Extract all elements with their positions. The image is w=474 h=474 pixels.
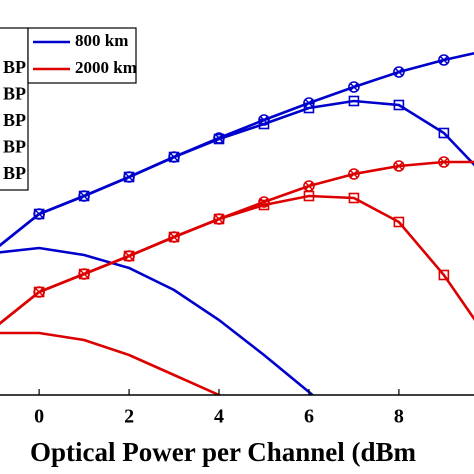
series-line	[0, 160, 474, 325]
marker-cross	[349, 83, 358, 91]
marker-circle	[393, 160, 405, 172]
marker	[303, 190, 315, 202]
marker-cross	[304, 182, 313, 190]
marker	[258, 118, 270, 130]
x-tick-label: 0	[34, 406, 44, 428]
marker	[438, 269, 450, 281]
marker-cross	[439, 56, 448, 64]
marker	[123, 171, 135, 183]
legend-label: 2000 km	[75, 58, 137, 77]
marker	[393, 66, 405, 78]
x-axis-label: Optical Power per Channel (dBm	[30, 437, 417, 467]
marker-cross	[439, 158, 448, 166]
marker	[348, 81, 360, 93]
legend-box	[27, 27, 137, 84]
legend-label: BP	[3, 84, 26, 104]
marker	[213, 133, 225, 145]
marker	[438, 127, 450, 139]
marker	[78, 190, 90, 202]
x-tick-label: 6	[304, 406, 314, 428]
marker	[303, 102, 315, 114]
marker	[123, 250, 135, 262]
marker	[438, 156, 450, 168]
marker-circle	[393, 66, 405, 78]
plot-area	[0, 51, 474, 395]
marker	[168, 151, 180, 163]
x-tick-label: 4	[214, 406, 224, 428]
marker	[168, 231, 180, 243]
marker-cross	[394, 68, 403, 76]
marker	[393, 216, 405, 228]
series-line	[0, 194, 474, 325]
marker	[348, 168, 360, 180]
marker-cross	[349, 170, 358, 178]
marker-cross	[394, 162, 403, 170]
marker	[393, 160, 405, 172]
legend-label: 800 km	[75, 31, 128, 50]
marker	[438, 54, 450, 66]
legend-label: BP	[3, 57, 26, 77]
marker	[33, 286, 45, 298]
marker	[393, 99, 405, 111]
marker-circle	[348, 81, 360, 93]
x-tick-label: 8	[394, 406, 404, 428]
marker-circle	[348, 168, 360, 180]
marker	[348, 95, 360, 107]
marker	[348, 192, 360, 204]
legend-label: BP	[3, 110, 26, 130]
legend-label: BP	[3, 163, 26, 183]
marker	[78, 268, 90, 280]
marker	[33, 208, 45, 220]
legend-box	[0, 27, 29, 191]
series-line	[0, 99, 474, 247]
marker-circle	[438, 54, 450, 66]
legend-label: BP	[3, 137, 26, 157]
x-tick-label: 2	[124, 406, 134, 428]
marker	[213, 213, 225, 225]
legend: 800 km 2000 km BP BP BP BP BP	[0, 27, 137, 191]
marker-circle	[438, 156, 450, 168]
marker	[258, 199, 270, 211]
series-line	[0, 331, 222, 395]
series-line	[0, 246, 315, 395]
